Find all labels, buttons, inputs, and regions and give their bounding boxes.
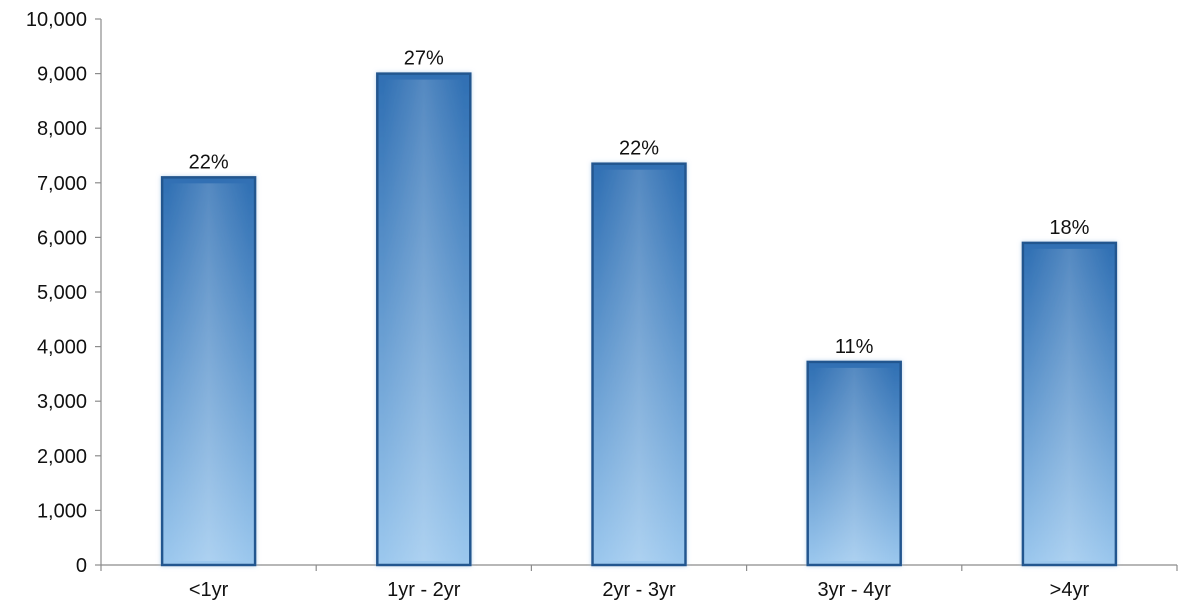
bar-highlight (1028, 248, 1110, 562)
y-tick-label: 5,000 (37, 282, 87, 304)
y-tick-label: 1,000 (37, 500, 87, 522)
y-tick-label: 10,000 (26, 9, 87, 31)
y-tick-label: 0 (76, 555, 87, 577)
bar (1021, 241, 1118, 567)
data-label: 27% (404, 48, 444, 70)
y-tick-label: 2,000 (37, 446, 87, 468)
y-tick-label: 8,000 (37, 118, 87, 140)
y-tick-label: 3,000 (37, 391, 87, 413)
y-tick-label: 6,000 (37, 227, 87, 249)
data-labels: 22% 27% 22% 11% 18% (189, 48, 1090, 358)
x-category-label: 3yr - 4yr (818, 579, 892, 601)
data-label: 22% (619, 138, 659, 160)
y-tick-label: 4,000 (37, 337, 87, 359)
data-label: 11% (835, 336, 874, 358)
y-axis: 0 1,000 2,000 3,000 4,000 5,000 6,000 7,000 8,00… (26, 9, 102, 577)
bar-highlight (168, 183, 250, 561)
bar (806, 360, 902, 567)
x-category-label: 2yr - 3yr (602, 579, 676, 601)
bar-highlight (813, 367, 895, 561)
x-category-label: 1yr - 2yr (387, 579, 461, 601)
bar (160, 176, 257, 567)
bar (376, 72, 472, 567)
x-axis: <1yr 1yr - 2yr 2yr - 3yr 3yr - 4yr >4yr (100, 564, 1178, 601)
bars (160, 72, 1118, 567)
bar (591, 162, 687, 567)
bar-highlight (383, 79, 465, 561)
x-category-label: >4yr (1050, 579, 1090, 601)
y-tick-label: 7,000 (37, 173, 87, 195)
bar-highlight (598, 169, 680, 561)
data-label: 22% (189, 151, 229, 173)
x-category-label: <1yr (189, 579, 229, 601)
y-tick-label: 9,000 (37, 64, 87, 86)
data-label: 18% (1049, 217, 1089, 239)
